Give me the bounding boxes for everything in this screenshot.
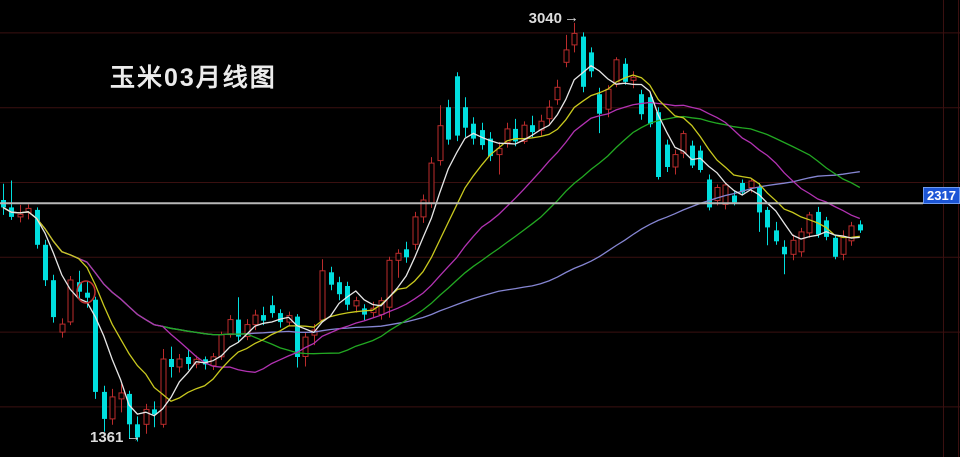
low-arrow-icon: →: [126, 428, 141, 445]
high-price-label: 3040: [528, 10, 562, 27]
current-price-tag: 2317: [923, 187, 960, 204]
chart-title: 玉米03月线图: [110, 64, 277, 92]
high-arrow-icon: →: [564, 9, 579, 26]
low-price-label: 1361: [90, 429, 124, 446]
